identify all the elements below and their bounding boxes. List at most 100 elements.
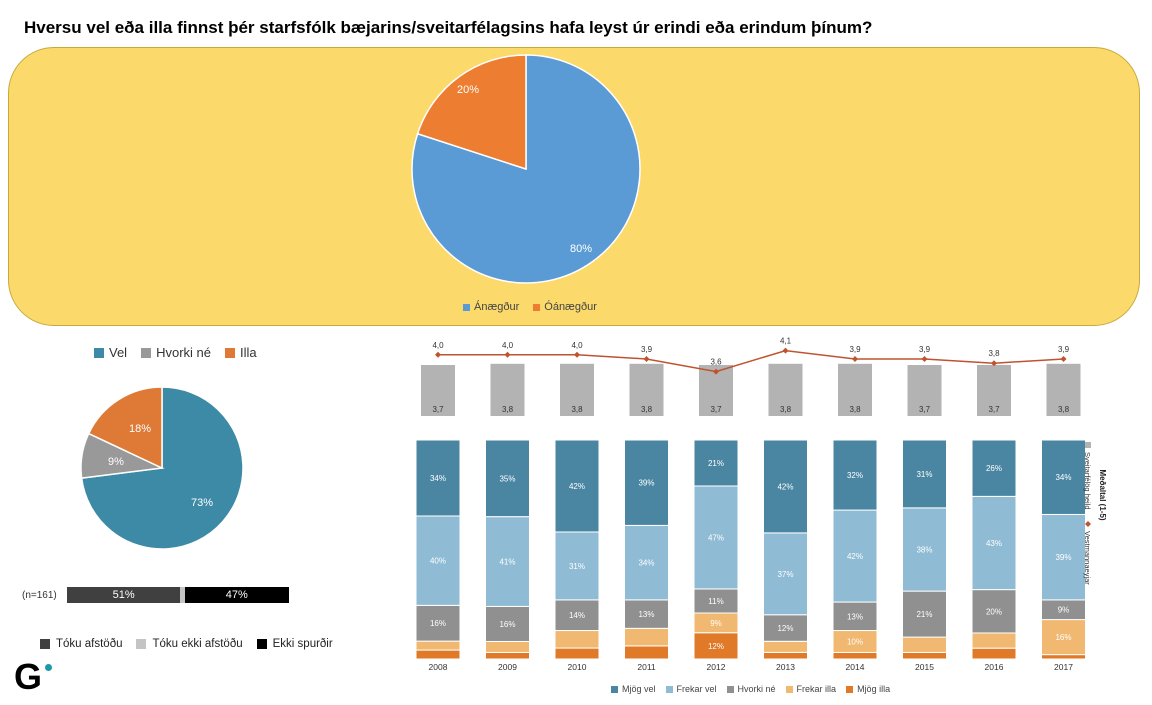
legend-item-ekki-spurdir: Ekki spurðir — [256, 638, 333, 650]
year-label-2015: 2015 — [915, 662, 934, 672]
legend-swatch-frekar-vel — [665, 685, 673, 693]
legend-label-frekar-illa: Frekar illa — [796, 684, 837, 694]
legend-item-toku-ekki: Tóku ekki afstöðu — [136, 638, 243, 650]
legend-swatch-light — [136, 639, 147, 649]
bar-label-frekar-vel-2010: 31% — [569, 562, 585, 571]
bar-mjog-vel-2015 — [902, 439, 947, 509]
side-legend-swatch-gray — [1085, 442, 1091, 448]
bar-frekar-vel-2011 — [624, 524, 669, 601]
legend-label-anaegdur: Ánægður — [474, 301, 520, 313]
legend-label-frekar-vel: Frekar vel — [676, 684, 717, 694]
mean-point-label-2012: 3,6 — [710, 358, 722, 367]
bar-frekar-vel-2013 — [763, 532, 808, 616]
mean-point-2015 — [921, 356, 928, 362]
mean-bar-2016 — [977, 365, 1011, 416]
mean-point-label-2008: 4,0 — [432, 341, 444, 350]
bar-label-hvorki-ne-2014: 13% — [847, 612, 863, 621]
mean-point-label-2017: 3,9 — [1058, 345, 1070, 354]
bar-hvorki-ne-2012 — [693, 588, 739, 614]
mean-point-2009 — [504, 351, 511, 358]
mean-bar-label-2014: 3,8 — [849, 405, 861, 414]
mean-point-2014 — [852, 356, 858, 362]
bar-mjog-vel-2012 — [693, 439, 739, 487]
bar-mjog-vel-2016 — [971, 439, 1017, 497]
legend-swatch-mjog-illa — [846, 685, 854, 693]
year-label-2016: 2016 — [985, 662, 1004, 672]
pie-label-anaegdur: 80% — [570, 243, 592, 255]
mean-bar-2009 — [490, 363, 525, 416]
bar-label-hvorki-ne-2012: 11% — [708, 597, 723, 606]
mean-point-2013 — [782, 347, 789, 354]
bar-mjog-illa-2012 — [693, 632, 739, 660]
bar-frekar-vel-2009 — [485, 516, 530, 607]
legend-swatch-frekar-illa — [785, 685, 793, 693]
legend-swatch-orange — [533, 303, 541, 311]
side-legend-title: Meðaltal (1-5) — [1098, 469, 1107, 520]
mean-point-label-2015: 3,9 — [919, 345, 931, 354]
pie-slice-illa — [87, 386, 163, 470]
mean-point-2010 — [574, 351, 580, 358]
bar-label-hvorki-ne-2016: 20% — [986, 607, 1002, 616]
bar-mjog-illa-2013 — [763, 651, 808, 660]
mean-bar-label-2013: 3,8 — [780, 405, 792, 414]
mean-point-label-2014: 3,9 — [849, 345, 861, 354]
bar-label-frekar-vel-2011: 34% — [638, 559, 654, 568]
response-bar-toku-ekki-afstodu — [180, 587, 185, 603]
bar-frekar-vel-2015 — [902, 507, 947, 592]
bar-label-frekar-vel-2013: 37% — [777, 570, 793, 579]
legend-label-mjog-illa: Mjög illa — [857, 684, 891, 694]
bar-label-hvorki-ne-2009: 16% — [499, 620, 515, 629]
bar-label-mjog-vel-2010: 42% — [569, 482, 585, 491]
legend-swatch-teal — [94, 347, 104, 358]
bar-mjog-illa-2017 — [1041, 654, 1086, 660]
legend-item-oanaegdur: Óánægður — [533, 301, 597, 313]
bar-mjog-vel-2011 — [624, 439, 669, 526]
pie-slice-anaegdur — [411, 54, 641, 284]
mean-point-2011 — [643, 356, 650, 362]
year-label-2010: 2010 — [568, 662, 587, 672]
legend-item-mjog-vel: Mjög vel — [611, 684, 656, 694]
year-label-2012: 2012 — [707, 662, 726, 672]
bar-label-frekar-vel-2009: 41% — [499, 558, 515, 567]
legend-label-toku-afstodu: Tóku afstöðu — [56, 638, 123, 650]
side-legend-vestmannaeyjar: Vestmannaeyjar — [1083, 531, 1092, 585]
legend-swatch-black — [256, 639, 267, 649]
bar-label-frekar-vel-2016: 43% — [986, 539, 1002, 548]
legend-label-oanaegdur: Óánægður — [544, 301, 597, 313]
bar-mjog-vel-2008 — [415, 439, 461, 517]
pie-label-vel: 73% — [191, 497, 213, 509]
legend-item-frekar-vel: Frekar vel — [665, 684, 717, 694]
legend-item-hvorki-ne: Hvorki né — [141, 345, 211, 360]
bar-frekar-illa-2015 — [902, 636, 947, 653]
mean-bar-label-2010: 3,8 — [571, 405, 583, 414]
mean-point-2016 — [991, 360, 997, 367]
mean-bar-2010 — [560, 363, 594, 416]
mean-bar-label-2009: 3,8 — [502, 405, 514, 414]
legend-swatch-orange2 — [225, 347, 235, 358]
bar-mjog-vel-2010 — [554, 439, 600, 533]
legend-label-ekki-spurdir: Ekki spurðir — [272, 638, 333, 650]
mean-bar-2017 — [1046, 363, 1081, 416]
bar-frekar-illa-2011 — [624, 627, 669, 647]
mean-bar-label-2012: 3,7 — [710, 405, 722, 414]
legend-swatch-hvorki — [726, 685, 734, 693]
bar-frekar-vel-2010 — [554, 531, 600, 601]
bar-hvorki-ne-2009 — [485, 605, 530, 642]
mean-bar-label-2011: 3,8 — [641, 405, 653, 414]
year-label-2009: 2009 — [498, 662, 517, 672]
bar-frekar-illa-2010 — [554, 630, 600, 649]
bar-label-frekar-vel-2014: 42% — [847, 552, 863, 561]
bar-frekar-illa-2013 — [763, 640, 808, 653]
gallup-logo: G — [14, 656, 43, 697]
bar-label-frekar-illa-2012: 9% — [710, 619, 722, 628]
year-label-2017: 2017 — [1054, 662, 1073, 672]
bar-mjog-illa-2015 — [902, 651, 947, 660]
bar-label-hvorki-ne-2015: 21% — [916, 610, 932, 619]
mean-line-vestmannaeyjar — [438, 349, 1064, 373]
question-title: Hversu vel eða illa finnst þér starfsfól… — [24, 18, 873, 37]
year-label-2014: 2014 — [846, 662, 865, 672]
mean-bar-label-2017: 3,8 — [1058, 405, 1070, 414]
satisfaction-legend: Ánægður Óánægður — [463, 301, 597, 313]
legend-item-vel: Vel — [94, 345, 127, 360]
yearly-stacked-chart: 16% 40% 34% 2008 3,7 16% 41% 35% 2009 3,8 14% 31% 42… — [415, 337, 1107, 672]
